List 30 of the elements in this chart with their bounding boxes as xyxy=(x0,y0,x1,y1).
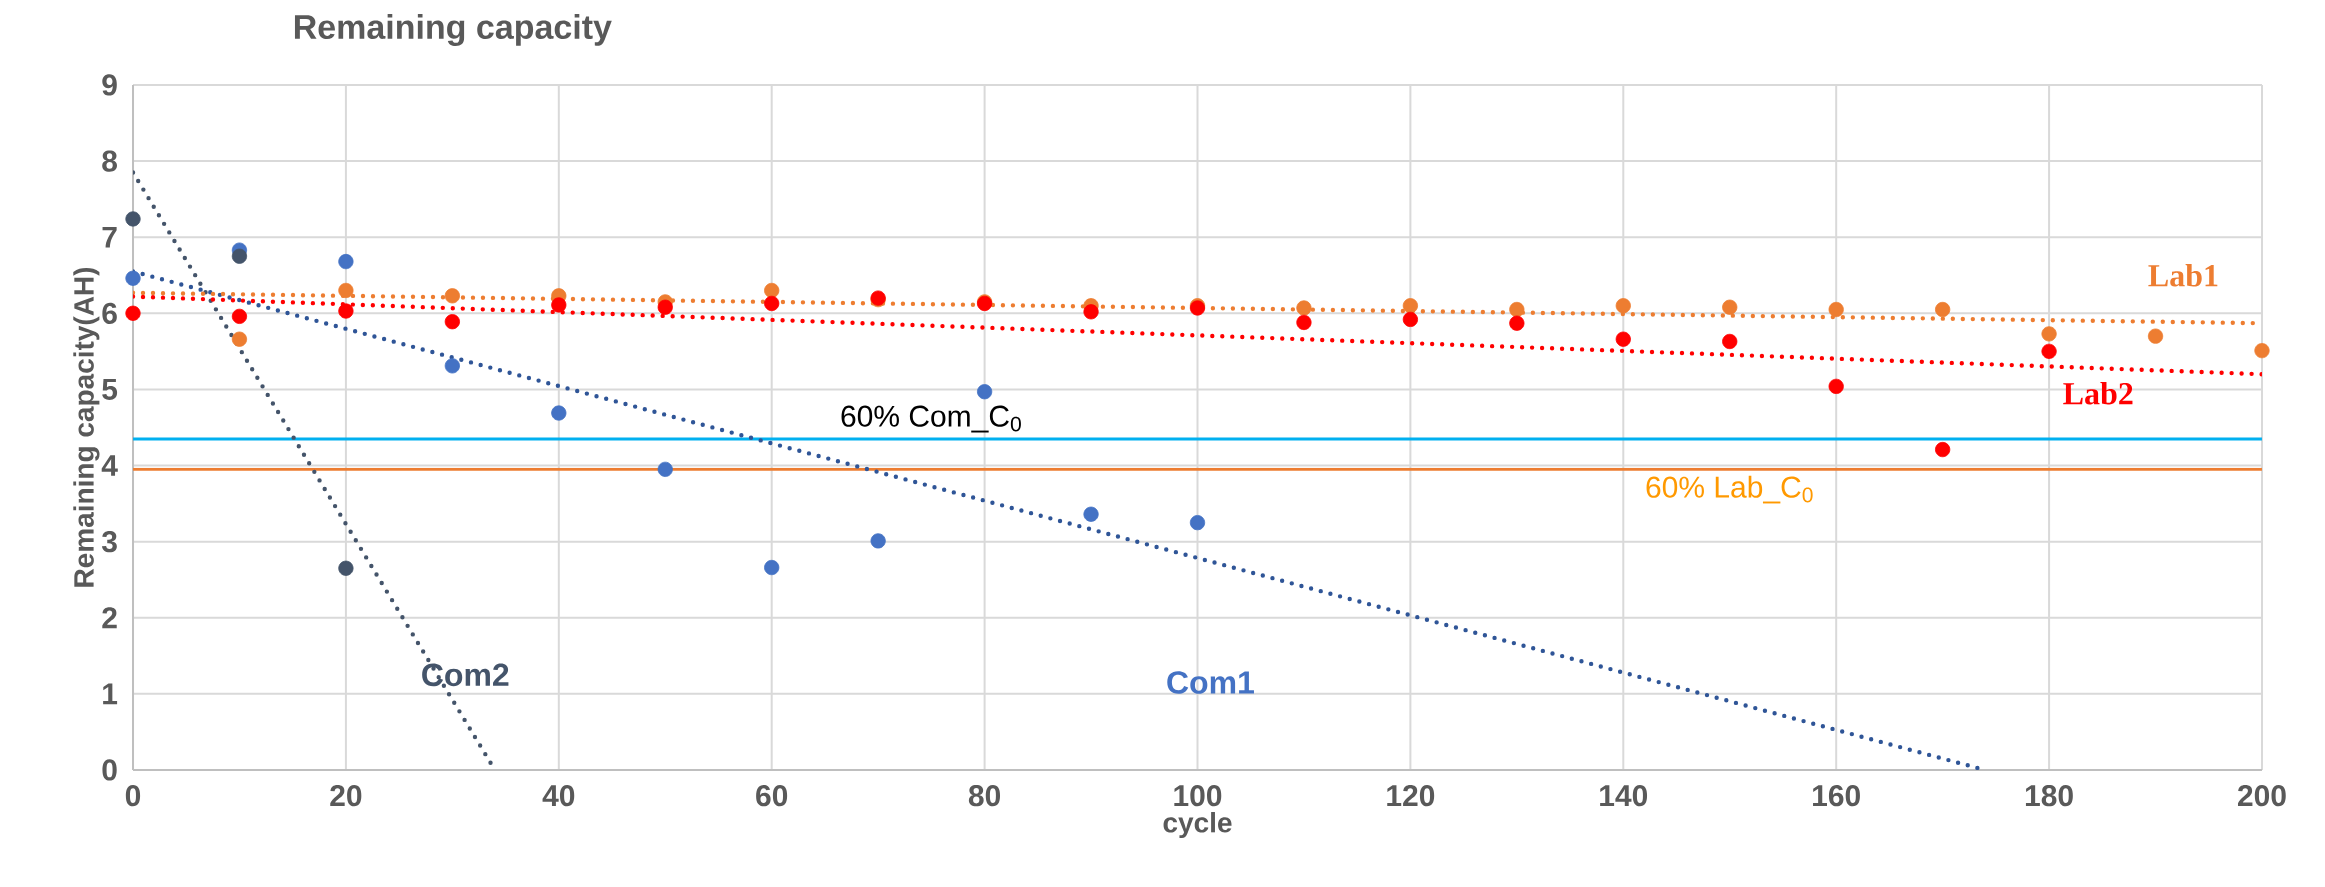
ref-line-label: 60% Com_C$_{0}$ xyxy=(841,405,1021,433)
x-tick-label: 0 xyxy=(125,785,141,807)
y-tick-label: 2 xyxy=(102,607,117,629)
y-tick-label: 5 xyxy=(102,378,118,400)
y-tick-label: 7 xyxy=(102,226,117,248)
x-tick-label: 180 xyxy=(2025,785,2073,807)
y-axis-title: Remaining capacity(AH) xyxy=(73,267,100,587)
x-tick-label: 140 xyxy=(1600,785,1648,807)
chart-title: Remaining capacity xyxy=(294,14,612,46)
text: Com2 xyxy=(422,663,509,687)
y-tick-label: 9 xyxy=(102,74,117,96)
y-tick-label: 6 xyxy=(102,302,117,324)
x-tick-label: 80 xyxy=(968,785,1001,807)
x-tick-label: 120 xyxy=(1387,785,1435,807)
y-tick-label: 0 xyxy=(102,759,117,781)
y-tick-label: 8 xyxy=(102,150,117,172)
text: Com1 xyxy=(1167,671,1254,694)
y-tick-label: 4 xyxy=(101,455,118,476)
x-tick-label: 60 xyxy=(756,785,788,807)
x-tick-label: 160 xyxy=(1813,785,1860,807)
y-tick-label: 1 xyxy=(103,683,118,705)
x-axis-title: cycle xyxy=(1163,812,1232,839)
x-tick-label: 20 xyxy=(330,785,362,807)
series-label: Lab1 xyxy=(2148,264,2218,287)
x-tick-label: 100 xyxy=(1174,785,1222,807)
y-tick-label: 3 xyxy=(101,531,117,553)
series-label: Lab2 xyxy=(2063,381,2133,405)
ref-line-label: 60% Lab_C$_{0}$ xyxy=(1646,475,1813,504)
x-tick-label: 40 xyxy=(542,785,575,807)
x-tick-label: 200 xyxy=(2237,785,2286,807)
